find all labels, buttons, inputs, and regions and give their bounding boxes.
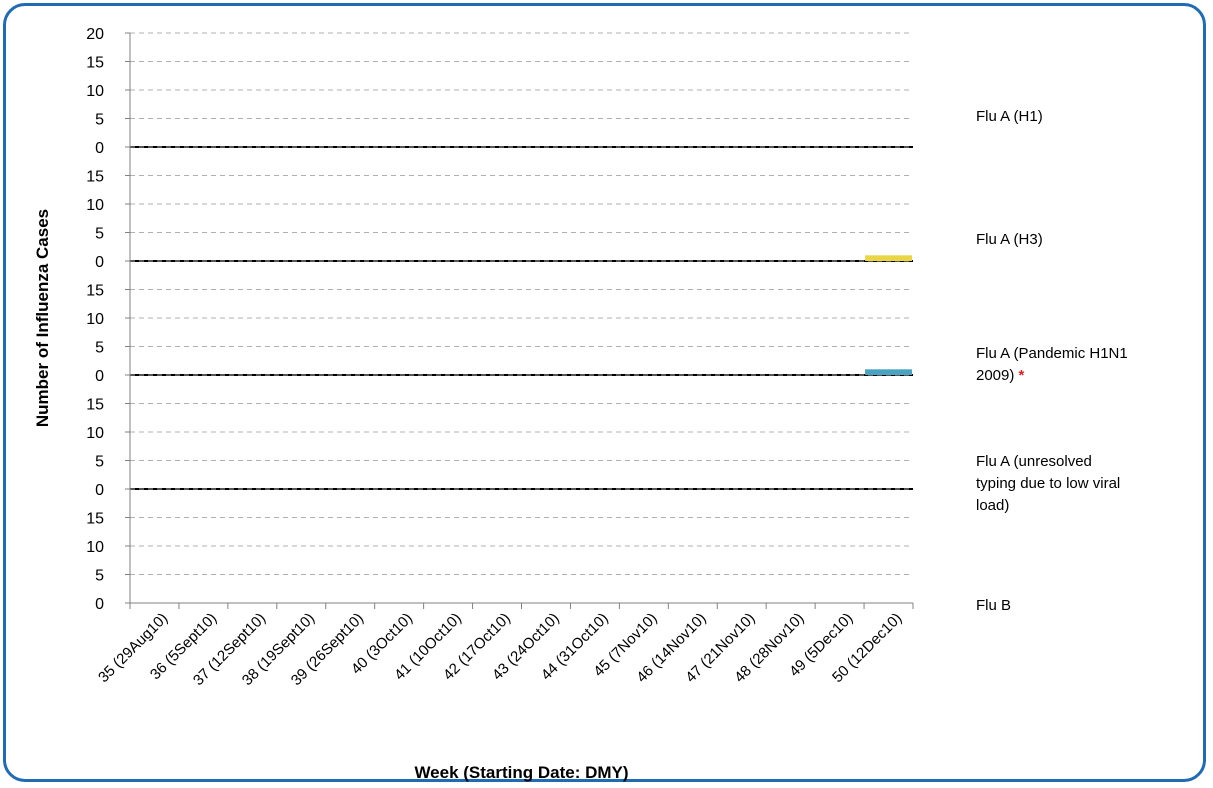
y-tick-label: 10 <box>86 539 104 556</box>
legend-label: 2009) * <box>976 367 1025 384</box>
x-axis-title: Week (Starting Date: DMY) <box>414 763 628 782</box>
y-tick-label: 5 <box>95 112 104 129</box>
bar <box>865 369 912 375</box>
y-tick-label: 10 <box>86 425 104 442</box>
y-tick-label: 0 <box>95 596 104 613</box>
y-tick-label: 20 <box>86 26 104 43</box>
legend-label: Flu A (unresolved <box>976 453 1092 470</box>
y-tick-label: 10 <box>86 311 104 328</box>
y-tick-label: 15 <box>86 169 104 186</box>
y-tick-label: 10 <box>86 83 104 100</box>
legend-label: Flu A (H3) <box>976 231 1043 248</box>
chart-frame <box>3 3 1206 782</box>
legend-marker: * <box>1014 367 1024 384</box>
bar <box>865 255 912 261</box>
y-tick-label: 0 <box>95 254 104 271</box>
y-tick-label: 15 <box>86 397 104 414</box>
y-tick-label: 15 <box>86 283 104 300</box>
y-tick-label: 0 <box>95 368 104 385</box>
y-tick-label: 5 <box>95 226 104 243</box>
legend-label: typing due to low viral <box>976 475 1120 492</box>
y-tick-label: 5 <box>95 568 104 585</box>
y-tick-label: 5 <box>95 454 104 471</box>
y-tick-label: 0 <box>95 482 104 499</box>
legend-label: load) <box>976 497 1009 514</box>
y-tick-label: 15 <box>86 55 104 72</box>
legend-label: Flu A (Pandemic H1N1 <box>976 345 1128 362</box>
y-tick-label: 10 <box>86 197 104 214</box>
legend-label: Flu A (H1) <box>976 108 1043 125</box>
y-tick-label: 0 <box>95 140 104 157</box>
legend-label: Flu B <box>976 597 1011 614</box>
y-axis-title: Number of Influenza Cases <box>33 209 52 427</box>
y-tick-label: 15 <box>86 511 104 528</box>
y-tick-label: 5 <box>95 340 104 357</box>
